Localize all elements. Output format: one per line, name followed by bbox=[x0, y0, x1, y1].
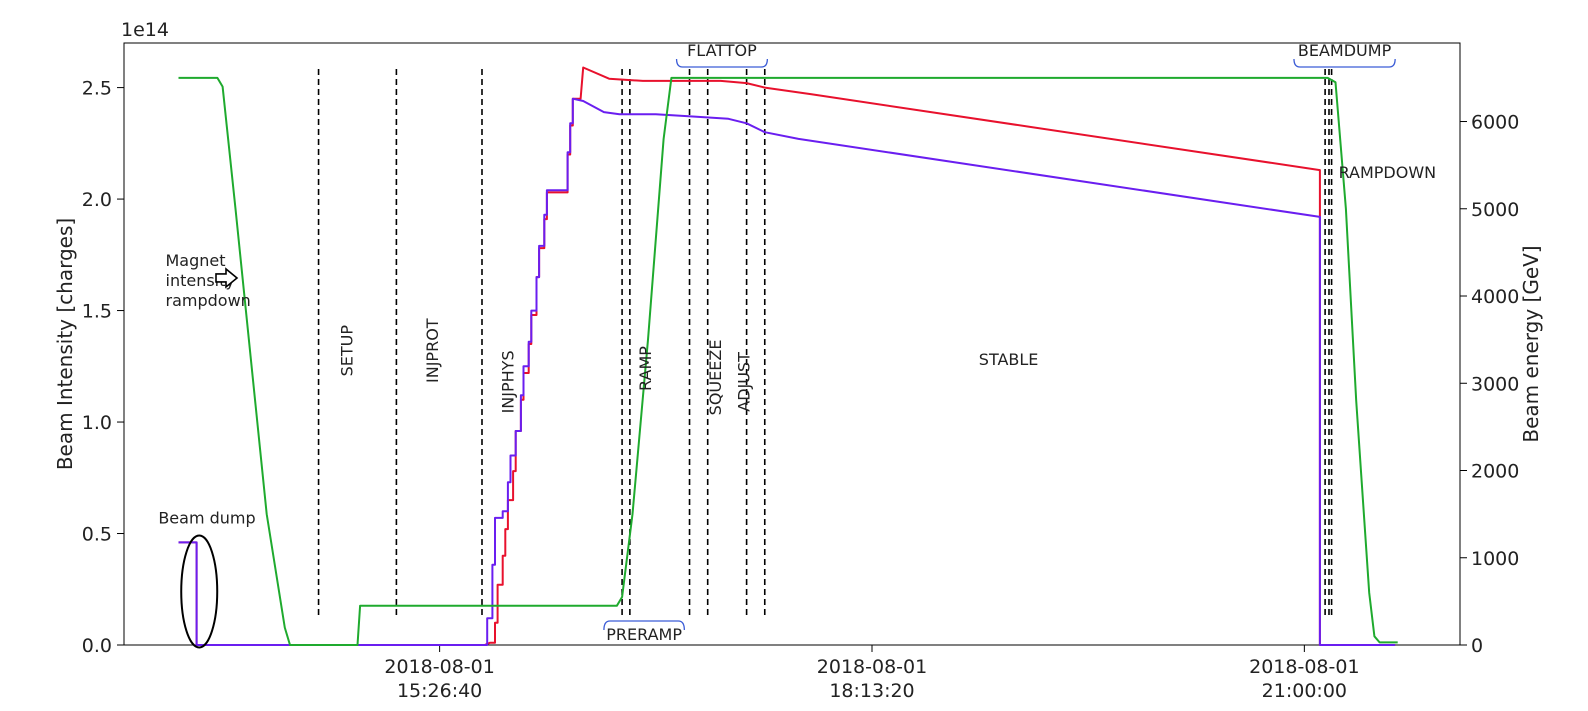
x-tick-label-date: 2018-08-01 bbox=[384, 656, 494, 678]
y-left-tick-label: 1.5 bbox=[82, 301, 112, 323]
bracket bbox=[675, 58, 769, 68]
phase-label: INJPHYS bbox=[498, 350, 517, 413]
y-right-tick-label: 3000 bbox=[1471, 373, 1519, 395]
phase-label: STABLE bbox=[979, 350, 1039, 369]
phase-label: RAMPDOWN bbox=[1339, 163, 1437, 182]
series-line-0 bbox=[178, 66, 1396, 646]
annotation-line: rampdown bbox=[166, 291, 251, 310]
y-right-tick-label: 0 bbox=[1471, 635, 1483, 657]
x-tick-label-time: 18:13:20 bbox=[829, 680, 914, 702]
y-right-tick-label: 6000 bbox=[1471, 112, 1519, 134]
x-tick-label-date: 2018-08-01 bbox=[817, 656, 927, 678]
bracket bbox=[603, 620, 685, 631]
y-left-tick-label: 0.5 bbox=[82, 524, 112, 546]
axis-offset-label: 1e14 bbox=[121, 19, 169, 41]
y-right-tick-label: 5000 bbox=[1471, 199, 1519, 221]
phase-label: SETUP bbox=[338, 325, 357, 377]
y-right-tick-label: 2000 bbox=[1471, 461, 1519, 483]
bracket bbox=[1293, 58, 1396, 68]
annotation-line: Magnet bbox=[166, 251, 226, 270]
plot-frame bbox=[123, 42, 1461, 646]
phase-label: Beam dump bbox=[158, 508, 255, 527]
series-line-2 bbox=[178, 76, 1398, 646]
y-right-tick-label: 4000 bbox=[1471, 286, 1519, 308]
phase-label: SQUEEZE bbox=[706, 340, 725, 416]
y-left-tick-label: 1.0 bbox=[82, 412, 112, 434]
bracket-label: FLATTOP bbox=[687, 41, 757, 60]
x-tick-label-time: 15:26:40 bbox=[397, 680, 482, 702]
y-left-axis-title: Beam Intensity [charges] bbox=[53, 218, 77, 470]
y-right-tick-label: 1000 bbox=[1471, 548, 1519, 570]
series-line-1 bbox=[178, 97, 1396, 646]
x-tick-label-time: 21:00:00 bbox=[1262, 680, 1347, 702]
y-left-tick-label: 2.0 bbox=[82, 189, 112, 211]
arrow-icon bbox=[215, 267, 239, 289]
phase-label: RAMP bbox=[636, 346, 655, 391]
bracket-label: PRERAMP bbox=[606, 625, 682, 644]
y-right-axis-title: Beam energy [GeV] bbox=[1519, 245, 1543, 442]
bracket-label: BEAMDUMP bbox=[1298, 41, 1392, 60]
y-left-tick-label: 2.5 bbox=[82, 78, 112, 100]
phase-label: INJPROT bbox=[423, 318, 442, 383]
y-left-tick-label: 0.0 bbox=[82, 635, 112, 657]
phase-label: ADJUST bbox=[735, 352, 754, 412]
x-tick-label-date: 2018-08-01 bbox=[1249, 656, 1359, 678]
beam-dump-ellipse bbox=[180, 534, 219, 649]
